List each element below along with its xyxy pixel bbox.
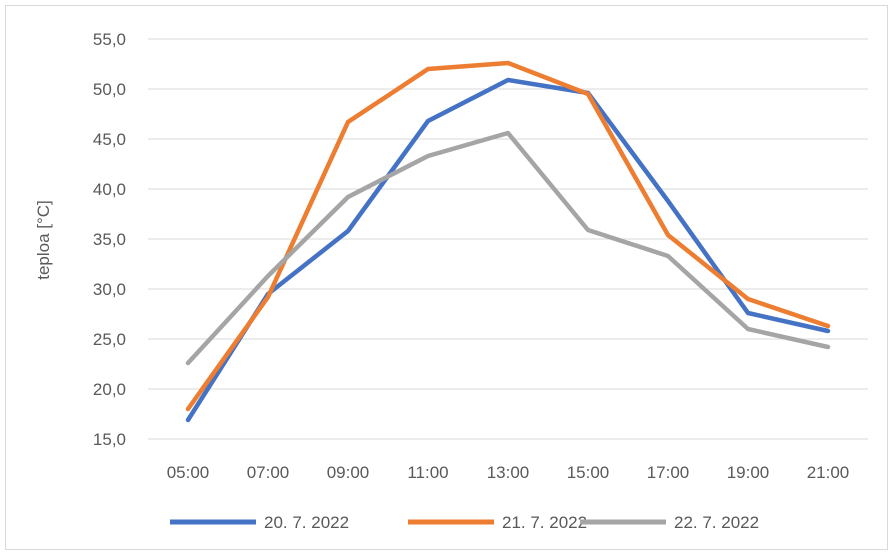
- y-tick-label: 50,0: [93, 80, 126, 99]
- x-tick-label: 21:00: [807, 463, 850, 482]
- series-line-3: [185, 130, 831, 366]
- x-tick-label: 09:00: [327, 463, 370, 482]
- y-tick-label: 55,0: [93, 30, 126, 49]
- legend-label: 21. 7. 2022: [502, 513, 587, 532]
- gridlines: [148, 38, 868, 440]
- x-axis-ticks: 05:00 07:00 09:00 11:00 13:00 15:00 17:00 19:00…: [167, 463, 850, 482]
- x-tick-label: 19:00: [727, 463, 770, 482]
- y-tick-label: 20,0: [93, 380, 126, 399]
- legend: 20. 7. 2022 21. 7. 2022 22. 7. 2022: [170, 513, 759, 532]
- legend-label: 22. 7. 2022: [674, 513, 759, 532]
- y-tick-label: 15,0: [93, 430, 126, 449]
- series-line-2: [185, 60, 831, 412]
- x-tick-label: 17:00: [647, 463, 690, 482]
- y-axis-ticks: 15,0 20,0 25,0 30,0 35,0 40,0 45,0 50,0 55,0: [93, 30, 126, 449]
- y-tick-label: 40,0: [93, 180, 126, 199]
- y-tick-label: 45,0: [93, 130, 126, 149]
- y-tick-label: 30,0: [93, 280, 126, 299]
- chart-frame: [5, 5, 888, 550]
- x-tick-label: 15:00: [567, 463, 610, 482]
- y-tick-label: 25,0: [93, 330, 126, 349]
- x-tick-label: 13:00: [487, 463, 530, 482]
- x-tick-label: 07:00: [247, 463, 290, 482]
- series-lines: [185, 60, 831, 423]
- x-tick-label: 05:00: [167, 463, 210, 482]
- x-tick-label: 11:00: [407, 463, 448, 482]
- y-tick-label: 35,0: [93, 230, 126, 249]
- y-axis-label: teploa [°C]: [34, 200, 53, 280]
- legend-label: 20. 7. 2022: [264, 513, 349, 532]
